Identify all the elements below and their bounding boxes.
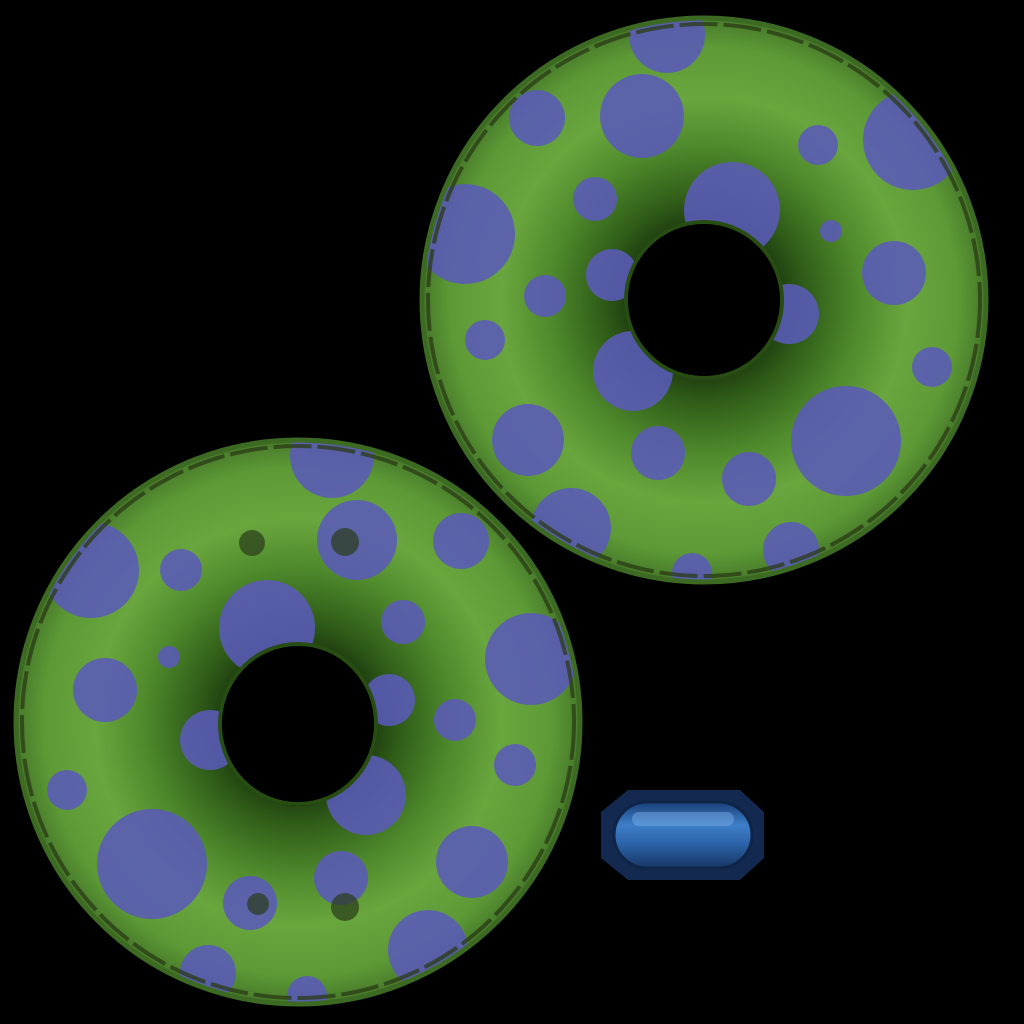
spot [600,74,684,158]
spot [798,125,838,165]
spot [73,658,137,722]
spot [97,809,207,919]
hole [222,646,374,802]
spot [314,851,368,905]
tube-inner-rim [624,220,784,380]
spot [722,452,776,506]
spot [862,241,926,305]
tube-rim [419,15,989,585]
spot [436,826,508,898]
upper-right-tube [419,15,989,585]
spot [494,744,536,786]
spot [465,320,505,360]
spot [629,18,705,73]
hole [628,224,780,376]
spot [631,426,685,480]
spot [43,522,139,618]
spot [672,553,712,582]
spot [381,600,425,644]
connector-piece [601,790,764,880]
tube-outer-seam [426,22,982,578]
dark-dents [239,528,359,921]
spot [434,699,476,741]
spot [160,549,202,591]
tube-inner-rim [218,642,378,806]
tube-rim [13,437,583,1007]
spot [573,177,617,221]
tube-outer-seam [20,444,576,1000]
spot [433,513,489,569]
polka-spots [43,440,577,1005]
spot [158,646,180,668]
lower-left-tube [13,437,583,1007]
dent [331,893,359,921]
spot [820,220,842,242]
spot [290,440,374,498]
dent [331,528,359,556]
connector-tube [612,800,754,870]
spot [524,275,566,317]
spot [791,386,901,496]
spot [912,347,952,387]
spot [422,184,515,284]
polka-spots [422,18,963,582]
dent [247,893,269,915]
spot [509,90,565,146]
connector-highlight [632,812,734,826]
spot [485,613,577,705]
dent [239,530,265,556]
spot [492,404,564,476]
spot [47,770,87,810]
